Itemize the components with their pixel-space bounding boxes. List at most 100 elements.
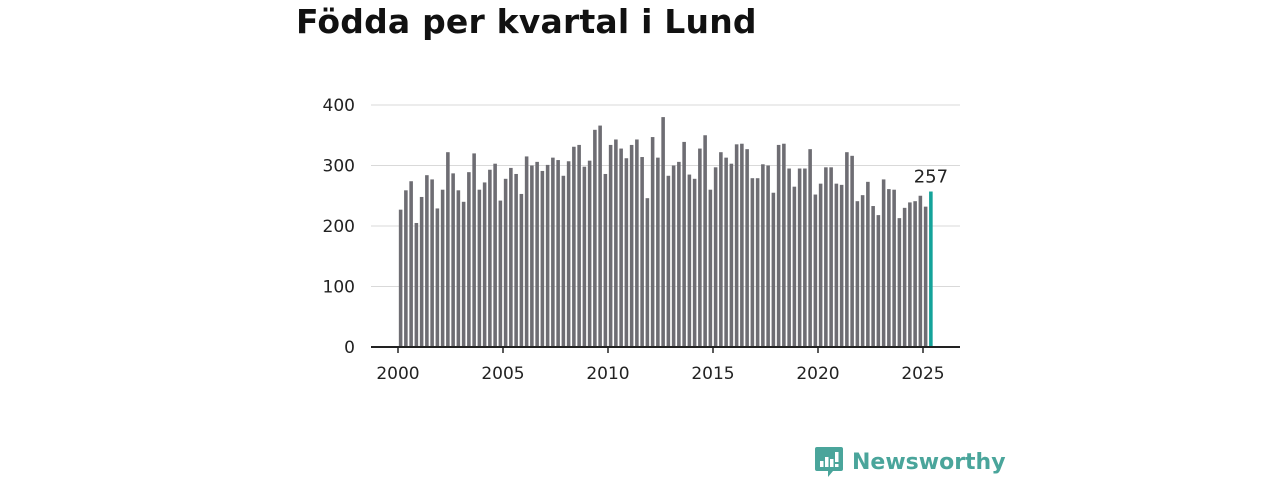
bar (398, 209, 403, 347)
bar (493, 163, 497, 347)
bar (677, 161, 681, 347)
bar (734, 144, 739, 347)
y-tick-label: 300 (323, 157, 355, 177)
bar (687, 174, 692, 347)
y-tick-label: 0 (344, 338, 355, 358)
bar (530, 165, 534, 347)
bar (666, 175, 671, 347)
bar (440, 189, 445, 347)
x-tick-label: 2010 (586, 364, 629, 384)
bar (456, 190, 461, 347)
bar (766, 165, 770, 347)
y-tick-label: 200 (323, 217, 355, 237)
bar (446, 152, 450, 347)
bar (881, 179, 886, 347)
bar (839, 184, 844, 347)
bar (761, 164, 765, 347)
bar (908, 202, 912, 347)
bar (892, 189, 896, 347)
bar (608, 144, 613, 347)
bar (724, 157, 728, 347)
brand-name: Newsworthy (852, 449, 1006, 475)
bar (913, 201, 917, 347)
bar (776, 144, 781, 347)
bar (813, 194, 818, 347)
newsworthy-logo-icon (815, 447, 843, 477)
brand: Newsworthy (814, 446, 1006, 478)
bar (824, 167, 828, 347)
bar (614, 139, 618, 347)
bar (509, 167, 513, 347)
bar-highlight (929, 191, 933, 347)
bar (923, 206, 928, 347)
bar (740, 143, 744, 347)
bar (771, 192, 776, 347)
y-tick-label: 400 (323, 96, 355, 116)
bar (404, 190, 408, 347)
axes (371, 346, 960, 353)
bar (425, 175, 429, 347)
bar (887, 189, 891, 347)
x-tick-label: 2020 (796, 364, 839, 384)
bar (787, 168, 791, 347)
bar (540, 170, 545, 347)
bar (566, 161, 571, 347)
bar (750, 178, 755, 347)
bar (556, 160, 560, 347)
bar (603, 173, 608, 347)
bar (472, 153, 476, 347)
bar (692, 178, 697, 347)
bar (435, 208, 440, 347)
bar (808, 149, 812, 347)
bar (482, 182, 487, 347)
bar (897, 218, 902, 347)
bar (708, 189, 713, 347)
bar (409, 181, 413, 347)
bar (640, 157, 644, 347)
bar (918, 195, 923, 347)
bar (792, 186, 797, 347)
x-tick-labels: 2000 2005 2010 2015 2020 2025 (376, 364, 944, 384)
bar (629, 144, 634, 347)
bar (855, 201, 860, 347)
bar (645, 198, 650, 347)
bar (871, 206, 875, 347)
bar (587, 160, 592, 347)
y-tick-labels: 0 100 200 300 400 (323, 96, 355, 358)
bar (635, 139, 639, 347)
bar (719, 152, 723, 347)
bar (535, 161, 539, 347)
bar (461, 201, 466, 347)
x-tick-label: 2005 (481, 364, 524, 384)
bar (755, 178, 760, 347)
bar (782, 143, 786, 347)
bar (503, 178, 508, 347)
bar (860, 195, 865, 347)
bar (834, 183, 839, 347)
bar (519, 193, 524, 347)
bar (451, 173, 455, 347)
bar (745, 149, 749, 347)
bar (713, 167, 718, 347)
x-tick-label: 2000 (376, 364, 419, 384)
bar (488, 169, 492, 347)
bar (498, 200, 503, 347)
bar (876, 215, 881, 347)
bar (561, 175, 566, 347)
bar (514, 173, 518, 347)
bar (624, 158, 629, 347)
bar (593, 129, 597, 347)
y-tick-label: 100 (323, 278, 355, 298)
bar (414, 222, 419, 347)
last-value-label: 257 (914, 167, 948, 188)
bar (551, 157, 555, 347)
bar (619, 148, 623, 347)
bar (703, 135, 707, 347)
bar (572, 146, 576, 347)
bar (803, 168, 807, 347)
bar (866, 181, 870, 347)
chart-title: Födda per kvartal i Lund (296, 2, 757, 41)
bar (671, 165, 676, 347)
bar (577, 144, 581, 347)
